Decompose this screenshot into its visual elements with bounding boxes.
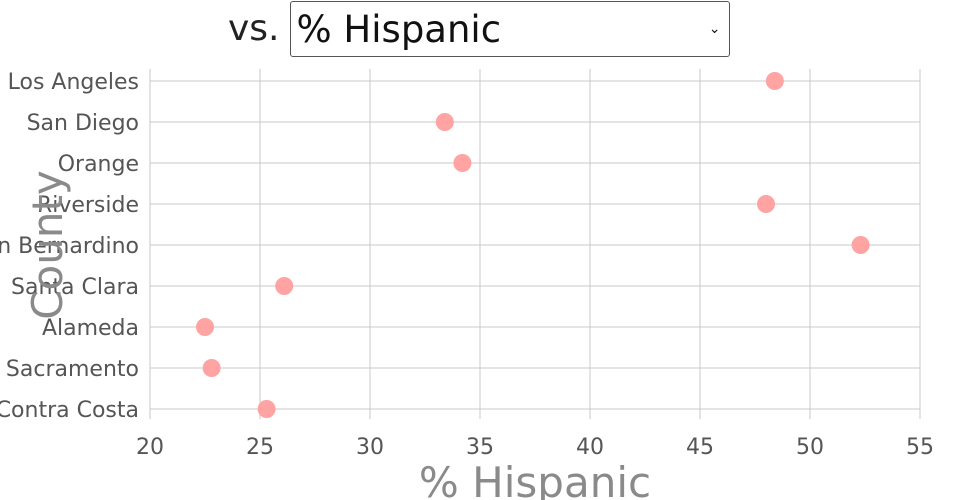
data-point [453, 154, 472, 172]
x-tick-label: 20 [136, 435, 164, 460]
y-tick-label: Los Angeles [8, 70, 139, 95]
data-point [257, 400, 276, 418]
data-points [196, 72, 870, 418]
y-tick-label: Sacramento [6, 357, 139, 382]
header: vs. % Hispanic ⌄ [228, 0, 730, 58]
y-tick-label: Orange [58, 152, 139, 177]
y-tick-label: Riverside [37, 193, 139, 218]
data-point [196, 318, 214, 336]
x-tick-labels: 20 25 30 35 40 45 50 55 [136, 435, 934, 460]
y-tick-label: San Bernardino [0, 234, 139, 259]
variable-select-value: % Hispanic [296, 7, 502, 51]
data-point [275, 277, 294, 295]
x-tick-label: 30 [356, 435, 384, 460]
y-tick-label: Alameda [42, 316, 139, 341]
data-point [851, 236, 870, 254]
data-point [765, 72, 784, 90]
x-tick-label: 25 [246, 435, 274, 460]
data-point [202, 359, 221, 377]
x-axis-title: % Hispanic [419, 458, 651, 500]
x-tick-label: 50 [796, 435, 824, 460]
x-tick-label: 45 [686, 435, 714, 460]
data-point [435, 113, 454, 131]
y-tick-label: Santa Clara [11, 275, 139, 300]
x-tick-label: 35 [466, 435, 494, 460]
data-point [757, 195, 775, 213]
x-tick-label: 40 [576, 435, 604, 460]
y-tick-label: Contra Costa [0, 398, 139, 423]
x-tick-label: 55 [906, 435, 934, 460]
chevron-down-icon: ⌄ [708, 21, 721, 37]
grid [149, 69, 921, 419]
y-tick-label: San Diego [27, 111, 139, 136]
y-axis-title: County [23, 170, 72, 320]
vs-label: vs. [228, 8, 280, 49]
y-tick-labels: Los Angeles San Diego Orange Riverside San B… [0, 70, 139, 423]
variable-select[interactable]: % Hispanic ⌄ [289, 1, 730, 57]
